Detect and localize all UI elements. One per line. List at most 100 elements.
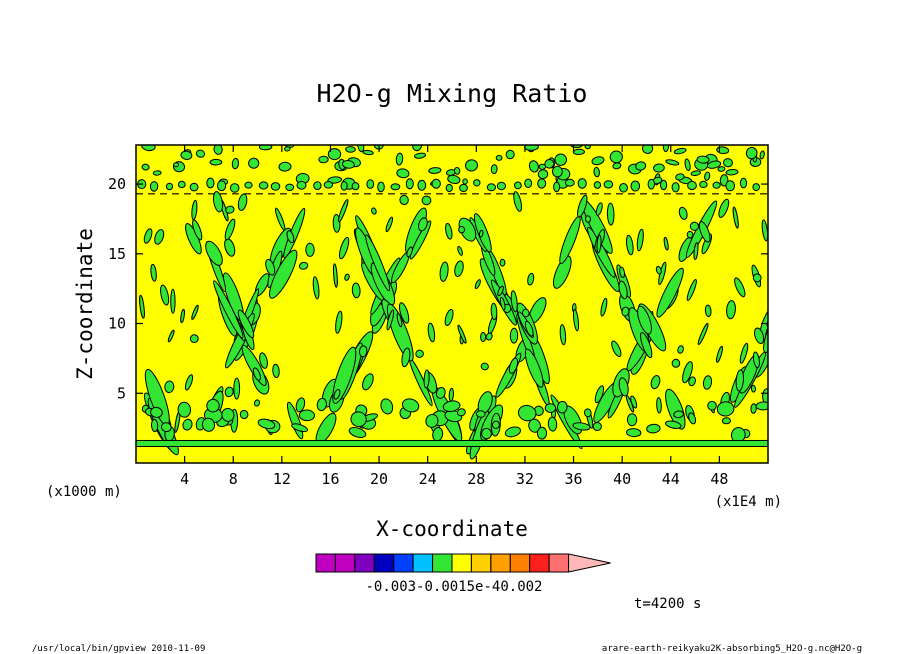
contour-region [117,340,134,365]
contour-region [233,377,241,400]
footer-left: /usr/local/bin/gpview 2010-11-09 [32,644,205,654]
contour-region [490,164,498,175]
contour-region [170,288,176,314]
colorbar [315,553,611,573]
chart-title: H2O-g Mixing Ratio [317,79,588,108]
plot-frame [135,144,769,464]
contour-region [405,178,414,190]
contour-region [606,202,615,226]
colorbar-swatch [373,553,395,573]
contour-region [395,152,404,166]
x-tick-label: 20 [370,470,388,488]
contour-region [702,375,713,390]
contour-region [510,290,518,313]
contour-region [362,149,374,156]
contour-region [456,408,466,417]
colorbar-swatch [412,553,434,573]
contour-region [272,363,280,379]
contour-region [195,149,206,158]
x-tick-label: 16 [321,470,339,488]
contour-region [660,179,668,191]
contour-region [427,322,436,343]
contour-region [499,258,506,267]
contour-region [415,349,424,358]
contour-region [180,150,193,160]
contour-region [497,285,504,297]
y-axis-ticks: 5 10 15 20 [108,175,768,402]
contour-region [335,310,343,334]
contour-region [239,409,249,420]
contour-region [625,234,634,256]
contour-region [640,332,653,359]
contour-region [318,155,329,164]
contour-region [184,374,194,391]
contour-region [454,260,464,277]
contour-region [739,177,748,189]
contour-region [291,423,308,433]
contour-region [399,194,409,206]
contour-region [164,380,175,394]
contour-region [750,403,757,414]
contour-region [675,173,685,181]
contour-region [594,385,605,404]
contour-region [409,220,432,260]
contour-region [201,417,216,432]
contour-region [508,357,519,374]
contour-region [431,178,441,189]
contour-region [537,169,549,180]
surface-layer [136,439,768,447]
contour-region [704,171,711,181]
contour-region [298,261,309,270]
colorbar-swatch [354,553,375,573]
contour-region [495,154,503,161]
contour-region [345,146,356,153]
contour-region [665,388,686,430]
contour-region [428,167,442,174]
contour-region [656,397,662,414]
contour-region [327,148,342,161]
contour-region [473,179,481,187]
colorbar-swatch [490,553,511,573]
contour-region [160,422,172,433]
contour-region [618,377,629,397]
contour-region [593,181,602,189]
contour-region [365,234,391,292]
contour-region [527,272,535,286]
contour-region [259,352,268,369]
y-tick-label: 15 [108,245,126,263]
contour-region [536,426,548,440]
contour-region [316,397,327,412]
contour-region [217,180,227,192]
x-tick-label: 36 [565,470,583,488]
contour-region [205,240,223,266]
contour-region [684,158,691,172]
contour-region [398,302,410,324]
contour-region [637,305,652,335]
contour-region [386,303,414,362]
contour-region [423,369,430,389]
contour-region [763,305,768,353]
x-axis-unit: (x1E4 m) [715,494,782,510]
contour-region [653,163,665,173]
contour-region [237,309,255,339]
contour-region [445,183,453,193]
contour-region [150,418,159,433]
contour-region [572,308,580,332]
contour-region [499,296,506,311]
contour-region [564,178,575,187]
contour-region [544,403,557,413]
y-tick-label: 20 [108,175,126,193]
contour-region [224,218,236,241]
contour-region [677,345,684,354]
contour-region [112,333,129,355]
contour-region [717,166,726,172]
contour-region [173,162,180,168]
contour-region [224,386,234,398]
contour-region [332,263,338,288]
colorbar-swatch [451,553,472,573]
contour-region [385,216,394,233]
contour-region [486,183,496,192]
contour-region [344,273,350,281]
contour-region [725,180,736,192]
contour-region [327,176,343,184]
